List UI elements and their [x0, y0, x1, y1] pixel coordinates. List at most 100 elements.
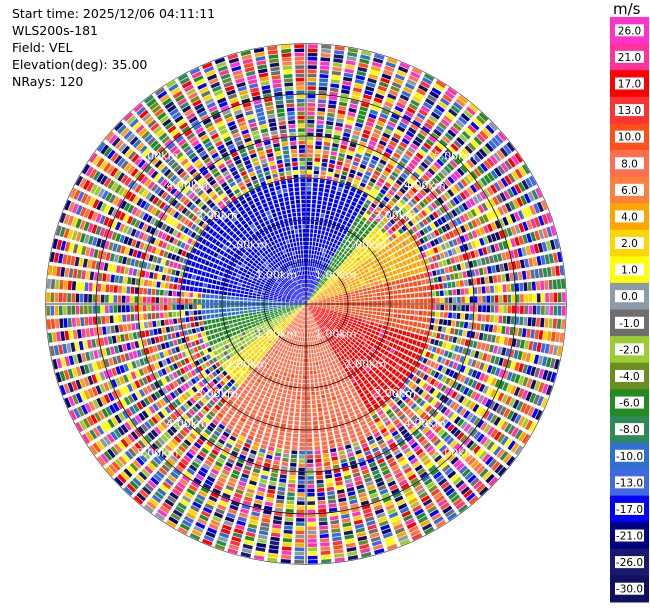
velocity-gate [212, 279, 217, 285]
velocity-gate [279, 313, 283, 316]
velocity-gate [261, 351, 266, 356]
velocity-gate [238, 239, 244, 245]
velocity-gate [157, 189, 165, 197]
velocity-gate [362, 245, 368, 251]
velocity-gate [269, 237, 274, 242]
velocity-gate [99, 383, 106, 393]
velocity-gate [247, 279, 253, 283]
velocity-gate [421, 279, 426, 285]
velocity-gate [302, 229, 306, 233]
velocity-gate [59, 384, 67, 396]
velocity-gate [319, 251, 323, 256]
velocity-gate [176, 387, 184, 395]
velocity-gate [464, 288, 469, 295]
velocity-gate [93, 249, 99, 258]
velocity-gate [469, 287, 474, 295]
velocity-gate [294, 307, 299, 309]
velocity-gate [259, 348, 264, 354]
velocity-gate [359, 210, 365, 216]
velocity-gate [252, 333, 257, 338]
velocity-gate [556, 279, 562, 290]
velocity-gate [553, 238, 560, 249]
velocity-gate [67, 317, 72, 328]
velocity-gate [273, 308, 278, 311]
velocity-gate [218, 163, 226, 170]
velocity-gate [299, 280, 302, 284]
velocity-gate [299, 306, 303, 309]
velocity-gate [232, 331, 237, 336]
velocity-gate [346, 56, 357, 62]
velocity-gate [147, 395, 154, 404]
velocity-gate [325, 125, 333, 130]
velocity-gate [389, 300, 394, 304]
velocity-gate [293, 282, 297, 286]
velocity-gate [246, 271, 252, 275]
velocity-gate [339, 300, 344, 302]
velocity-gate [110, 167, 119, 177]
velocity-gate [164, 312, 169, 318]
velocity-gate [349, 205, 355, 211]
velocity-gate [235, 213, 242, 219]
velocity-gate [348, 173, 355, 179]
velocity-gate [297, 246, 300, 250]
velocity-gate [281, 264, 285, 269]
velocity-gate [110, 431, 119, 441]
velocity-gate [362, 274, 367, 278]
velocity-gate [293, 312, 297, 315]
velocity-gate [145, 191, 153, 200]
velocity-gate [358, 289, 363, 293]
velocity-gate [140, 270, 146, 278]
velocity-gate [463, 176, 472, 185]
velocity-gate [401, 241, 407, 247]
velocity-gate [399, 199, 406, 206]
velocity-gate [267, 152, 274, 158]
velocity-gate [258, 68, 268, 74]
velocity-gate [473, 118, 483, 128]
velocity-gate [362, 233, 367, 238]
velocity-gate [244, 265, 250, 270]
velocity-gate [354, 227, 360, 233]
velocity-gate [391, 156, 399, 163]
velocity-gate [164, 155, 173, 164]
velocity-gate [415, 298, 419, 304]
velocity-gate [81, 245, 87, 256]
velocity-gate [404, 82, 415, 90]
velocity-gate [134, 296, 139, 303]
velocity-gate [225, 199, 232, 206]
velocity-gate [310, 284, 313, 288]
velocity-gate [107, 230, 114, 239]
velocity-gate [214, 313, 219, 318]
velocity-gate [81, 328, 86, 338]
velocity-gate [290, 306, 294, 309]
velocity-gate [306, 271, 308, 275]
velocity-gate [189, 335, 194, 341]
velocity-gate [76, 281, 81, 291]
velocity-gate [323, 196, 328, 202]
velocity-gate [247, 304, 252, 307]
velocity-gate [414, 268, 419, 274]
velocity-gate [109, 315, 114, 324]
velocity-gate [87, 363, 94, 373]
velocity-gate [209, 179, 217, 186]
velocity-gate [115, 389, 122, 398]
velocity-gate [534, 217, 541, 228]
velocity-gate [437, 101, 448, 110]
velocity-gate [313, 298, 317, 301]
velocity-gate [399, 278, 404, 284]
velocity-gate [216, 218, 223, 225]
velocity-gate [340, 259, 345, 264]
velocity-gate [264, 250, 269, 255]
velocity-gate [107, 179, 115, 190]
velocity-gate [311, 294, 314, 298]
velocity-gate [297, 271, 300, 276]
velocity-gate [168, 227, 175, 235]
velocity-gate [306, 300, 308, 304]
velocity-gate [492, 196, 500, 206]
velocity-gate [58, 253, 64, 264]
velocity-gate [181, 80, 192, 89]
velocity-gate [447, 176, 455, 184]
velocity-gate [216, 265, 222, 271]
velocity-gate [233, 109, 243, 116]
velocity-gate [541, 241, 548, 252]
velocity-gate [354, 79, 365, 85]
